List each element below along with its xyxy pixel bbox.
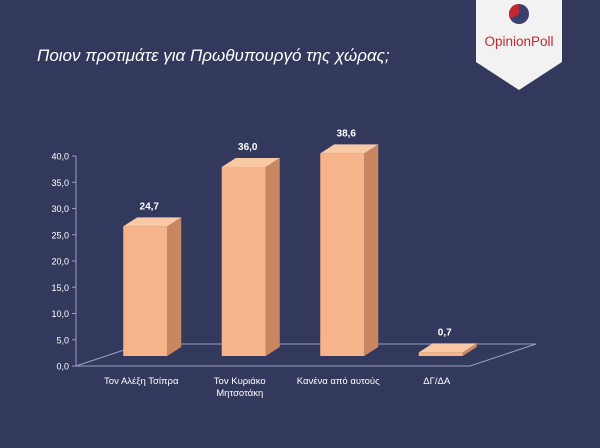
x-category-label: ΔΓ/ΔΑ xyxy=(423,376,451,387)
bar-value-label: 38,6 xyxy=(337,128,357,139)
y-tick-label: 10,0 xyxy=(51,309,69,319)
bar-front xyxy=(320,153,365,356)
bar-value-label: 36,0 xyxy=(238,142,258,153)
bar-front xyxy=(221,167,266,356)
bar-value-label: 24,7 xyxy=(140,201,160,212)
bar-top xyxy=(221,158,280,167)
y-tick-label: 35,0 xyxy=(51,178,69,188)
bar-top xyxy=(320,144,379,154)
bar-value-label: 0,7 xyxy=(438,327,452,338)
badge-shape xyxy=(476,0,562,90)
bar-side xyxy=(462,343,477,356)
floor-outline xyxy=(75,343,537,367)
x-category-label-line: Τον Κυριάκο xyxy=(214,376,266,387)
y-tick-label: 30,0 xyxy=(51,204,69,214)
x-category-label-line: Μητσοτάκη xyxy=(216,388,263,399)
bar-side xyxy=(167,217,182,356)
brand-name: OpinionPoll xyxy=(484,34,554,49)
bar xyxy=(123,217,182,356)
page-title: Ποιον προτιμάτε για Πρωθυπουργό της χώρα… xyxy=(37,46,390,65)
bar-front xyxy=(123,226,168,356)
x-category-label: Τον Κυριάκο Μητσοτάκη xyxy=(214,376,266,399)
axis-layer: 0,0 5,0 10,0 15,0 20,0 25,0 30,0 35,0 40,0 xyxy=(51,152,537,372)
bar-top xyxy=(418,343,477,353)
y-tick-label: 15,0 xyxy=(51,283,69,293)
x-category-label-line: ΔΓ/ΔΑ xyxy=(423,376,451,387)
bar xyxy=(221,158,280,356)
labels-layer: 24,7 Τον Αλέξη Τσίπρα 36,0 Τον Κυριάκο Μητσο… xyxy=(104,128,452,399)
bar xyxy=(418,343,477,356)
bars-layer xyxy=(123,144,477,356)
bar-front xyxy=(418,352,463,356)
pie-logo-icon xyxy=(508,3,529,24)
y-tick-label: 5,0 xyxy=(56,335,69,345)
x-category-label: Κανένα από αυτούς xyxy=(297,376,380,387)
y-tick-label: 0,0 xyxy=(56,362,69,372)
x-category-label-line: Τον Αλέξη Τσίπρα xyxy=(104,376,179,387)
y-tick-label: 20,0 xyxy=(51,257,69,267)
y-tick-label: 25,0 xyxy=(51,230,69,240)
bar-top xyxy=(123,217,182,227)
bar xyxy=(320,144,379,356)
bar-side xyxy=(364,144,379,356)
y-tick-label: 40,0 xyxy=(51,152,69,162)
x-category-label-line: Κανένα από αυτούς xyxy=(297,376,380,387)
x-category-label: Τον Αλέξη Τσίπρα xyxy=(104,376,179,387)
bar-side xyxy=(265,158,280,356)
opinionpoll-badge: OpinionPoll xyxy=(476,0,562,90)
